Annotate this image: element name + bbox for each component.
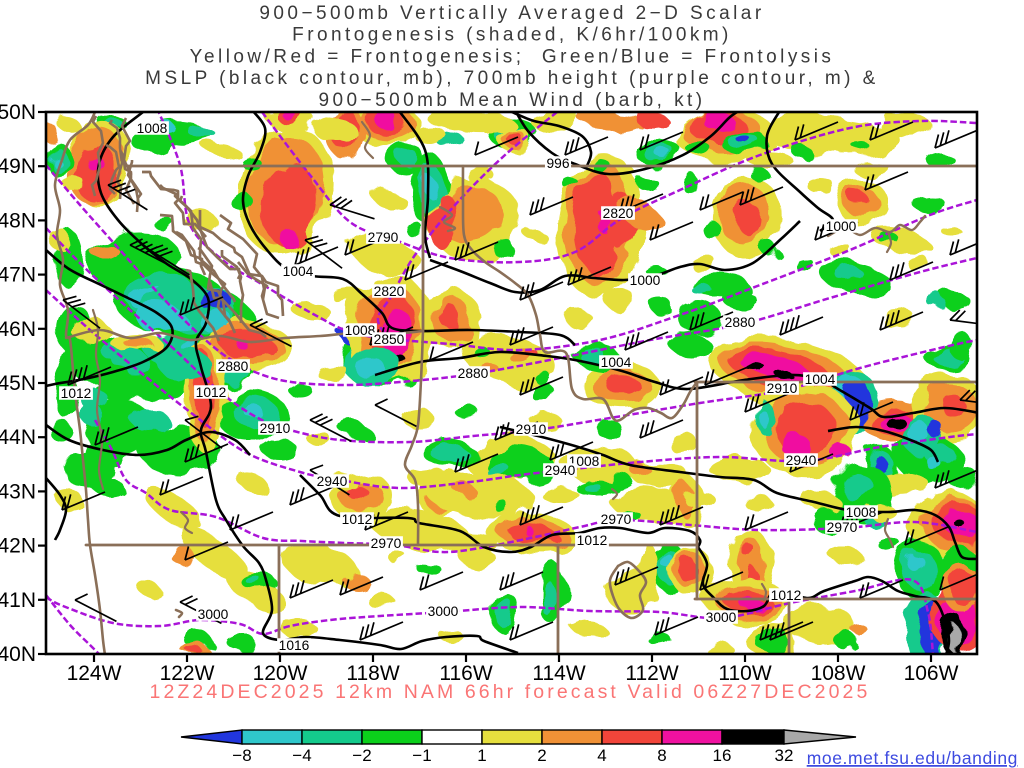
svg-text:1004: 1004 — [601, 355, 632, 370]
svg-text:41N: 41N — [0, 589, 36, 612]
svg-text:1012: 1012 — [61, 386, 92, 401]
svg-text:2970: 2970 — [601, 512, 632, 527]
svg-text:106W: 106W — [904, 662, 959, 685]
svg-text:2970: 2970 — [371, 536, 402, 551]
svg-text:40N: 40N — [0, 643, 36, 666]
svg-text:3000: 3000 — [198, 607, 229, 622]
svg-text:900−500mb Mean Wind (barb, kt): 900−500mb Mean Wind (barb, kt) — [318, 90, 705, 111]
svg-text:122W: 122W — [160, 662, 215, 685]
svg-text:−4: −4 — [292, 746, 311, 765]
svg-text:2820: 2820 — [374, 284, 405, 299]
svg-text:Frontogenesis (shaded, K/6hr/1: Frontogenesis (shaded, K/6hr/100km) — [292, 25, 732, 46]
svg-text:32: 32 — [775, 746, 794, 765]
svg-text:108W: 108W — [811, 662, 866, 685]
svg-text:2940: 2940 — [317, 474, 348, 489]
svg-text:116W: 116W — [439, 662, 492, 685]
svg-text:112W: 112W — [625, 662, 678, 685]
svg-text:3000: 3000 — [706, 610, 737, 625]
svg-text:4: 4 — [597, 746, 606, 765]
svg-text:110W: 110W — [718, 662, 771, 685]
svg-text:2970: 2970 — [827, 520, 858, 535]
svg-text:−1: −1 — [412, 746, 431, 765]
svg-text:1004: 1004 — [805, 372, 836, 387]
svg-text:2910: 2910 — [260, 421, 291, 436]
svg-text:50N: 50N — [0, 101, 36, 124]
svg-text:−2: −2 — [352, 746, 371, 765]
svg-text:42N: 42N — [0, 535, 36, 558]
svg-text:1012: 1012 — [342, 512, 373, 527]
svg-text:45N: 45N — [0, 372, 36, 395]
svg-text:8: 8 — [657, 746, 666, 765]
svg-text:MSLP (black contour, mb), 700m: MSLP (black contour, mb), 700mb height (… — [145, 68, 879, 89]
svg-text:1012: 1012 — [771, 588, 802, 603]
svg-text:114W: 114W — [532, 662, 585, 685]
svg-text:118W: 118W — [346, 662, 399, 685]
svg-text:2910: 2910 — [516, 422, 547, 437]
svg-text:Yellow/Red = Frontogenesis; G: Yellow/Red = Frontogenesis; Green/Blue =… — [190, 46, 835, 67]
svg-text:1000: 1000 — [630, 273, 661, 288]
svg-text:47N: 47N — [0, 264, 36, 287]
svg-text:2880: 2880 — [725, 315, 756, 330]
svg-text:2880: 2880 — [458, 366, 489, 381]
svg-text:2880: 2880 — [218, 359, 249, 374]
svg-text:44N: 44N — [0, 426, 36, 449]
svg-text:16: 16 — [713, 746, 732, 765]
svg-text:1000: 1000 — [826, 219, 857, 234]
svg-text:996: 996 — [546, 156, 569, 171]
svg-text:2910: 2910 — [767, 381, 798, 396]
svg-text:−8: −8 — [232, 746, 251, 765]
svg-text:900−500mb Vertically Averaged: 900−500mb Vertically Averaged 2−D Scalar — [259, 3, 764, 24]
svg-text:12Z24DEC2025 12km NAM 66hr for: 12Z24DEC2025 12km NAM 66hr forecast Vali… — [150, 681, 871, 703]
svg-text:2850: 2850 — [374, 332, 405, 347]
svg-text:2940: 2940 — [545, 463, 576, 478]
svg-text:48N: 48N — [0, 209, 36, 232]
svg-text:49N: 49N — [0, 155, 36, 178]
svg-text:1: 1 — [477, 746, 486, 765]
svg-text:2790: 2790 — [368, 230, 399, 245]
svg-text:1016: 1016 — [279, 638, 310, 653]
svg-text:1012: 1012 — [196, 385, 227, 400]
svg-text:1004: 1004 — [283, 264, 314, 279]
svg-text:46N: 46N — [0, 318, 36, 341]
svg-text:120W: 120W — [253, 662, 308, 685]
svg-text:1008: 1008 — [137, 121, 168, 136]
svg-text:2820: 2820 — [603, 206, 634, 221]
svg-text:124W: 124W — [67, 662, 122, 685]
svg-text:1012: 1012 — [577, 533, 608, 548]
svg-text:moe.met.fsu.edu/banding: moe.met.fsu.edu/banding — [807, 748, 1018, 768]
svg-text:43N: 43N — [0, 480, 36, 503]
svg-text:2940: 2940 — [786, 453, 817, 468]
svg-text:3000: 3000 — [428, 604, 459, 619]
svg-text:1008: 1008 — [846, 505, 877, 520]
svg-text:1008: 1008 — [345, 323, 376, 338]
svg-text:2: 2 — [537, 746, 546, 765]
